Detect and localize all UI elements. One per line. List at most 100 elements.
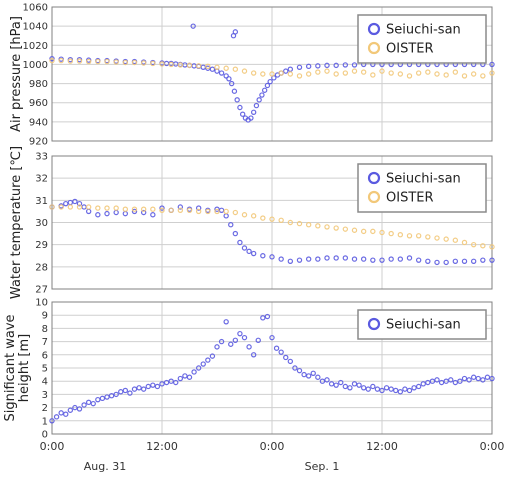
x-tick-label: 12:00 (146, 440, 178, 453)
data-point (241, 245, 248, 251)
data-point (177, 62, 184, 68)
y-tick-label: 30 (35, 218, 48, 229)
data-point (283, 68, 289, 74)
data-point (278, 256, 284, 262)
x-tick-label: 12:00 (366, 440, 398, 453)
data-point (365, 386, 371, 392)
data-point (406, 233, 413, 239)
data-point (214, 64, 220, 71)
data-point (49, 204, 55, 210)
data-point (72, 198, 78, 205)
data-point (470, 374, 477, 380)
chart-panel-1: 920 940 960 980 1000 1020 1040 1060 Air pressure… (9, 3, 495, 148)
data-point (342, 70, 349, 76)
data-point (347, 385, 353, 391)
y-tick-label: 32 (35, 174, 48, 185)
plot-frame (51, 301, 493, 435)
data-point (186, 62, 193, 69)
data-point (85, 204, 92, 210)
data-point (104, 205, 110, 211)
data-point (434, 377, 440, 383)
data-point (429, 378, 436, 384)
data-point (315, 374, 321, 380)
data-point (260, 71, 266, 77)
data-point (379, 229, 385, 236)
data-point (374, 386, 381, 392)
data-point (85, 208, 92, 215)
data-point (425, 379, 431, 386)
data-point (351, 68, 358, 74)
data-point (241, 334, 248, 341)
data-point (269, 71, 275, 77)
x-date-label: Sep. 1 (305, 460, 340, 473)
data-point (99, 395, 106, 402)
data-point (360, 256, 367, 262)
data-point (232, 230, 239, 237)
x-tick-label: 0:00 (40, 440, 65, 453)
data-point (104, 210, 110, 217)
data-point (58, 204, 64, 210)
series-oister (49, 204, 495, 250)
data-point (379, 257, 385, 263)
data-point (475, 375, 481, 382)
data-point (305, 373, 312, 379)
y-tick-label: 27 (35, 285, 48, 296)
legend-label: Seiuchi-san (386, 318, 461, 333)
data-point (223, 213, 229, 219)
y-tick-label: 6 (42, 350, 48, 361)
data-point (127, 390, 133, 396)
data-point (200, 64, 206, 71)
data-point (269, 334, 275, 341)
data-point (388, 386, 394, 392)
data-point (296, 64, 303, 71)
data-point (159, 61, 165, 67)
data-point (342, 255, 349, 261)
legend: Seiuchi-san OISTER (357, 14, 487, 64)
data-point (425, 258, 431, 264)
y-axis-label: height [m] (17, 334, 32, 402)
y-tick-label: 8 (42, 324, 48, 335)
data-point (232, 337, 239, 343)
data-point (388, 230, 394, 237)
data-point (67, 204, 74, 210)
data-point (443, 259, 449, 266)
legend-label: Seiuchi-san (386, 172, 461, 187)
data-point (205, 357, 211, 363)
data-point (177, 204, 184, 210)
data-point (278, 349, 284, 355)
data-point (76, 58, 83, 64)
data-point (190, 23, 196, 29)
data-point (250, 250, 257, 257)
data-point (489, 70, 495, 76)
data-point (63, 200, 69, 207)
data-point (81, 402, 87, 408)
y-tick-label: 7 (42, 337, 48, 348)
data-point (370, 257, 376, 263)
y-tick-label: 0 (42, 430, 48, 441)
data-point (287, 258, 294, 264)
data-point (480, 377, 486, 383)
data-point (315, 69, 321, 75)
data-point (150, 382, 156, 388)
data-point (241, 68, 248, 74)
data-point (438, 379, 445, 386)
data-point (140, 209, 147, 216)
data-point (273, 345, 280, 351)
data-point (296, 220, 303, 227)
data-point (470, 71, 477, 77)
data-point (218, 207, 225, 214)
data-point (104, 394, 110, 400)
data-point (434, 235, 440, 241)
data-point (85, 399, 92, 406)
data-point (58, 410, 64, 416)
data-point (397, 71, 404, 77)
data-point (470, 241, 477, 248)
data-point (296, 73, 303, 79)
data-point (76, 204, 83, 210)
y-tick-label: 28 (35, 262, 48, 273)
data-point (53, 414, 60, 420)
data-point (226, 76, 232, 82)
data-point (177, 375, 184, 382)
data-point (195, 208, 202, 215)
data-point (250, 70, 257, 76)
